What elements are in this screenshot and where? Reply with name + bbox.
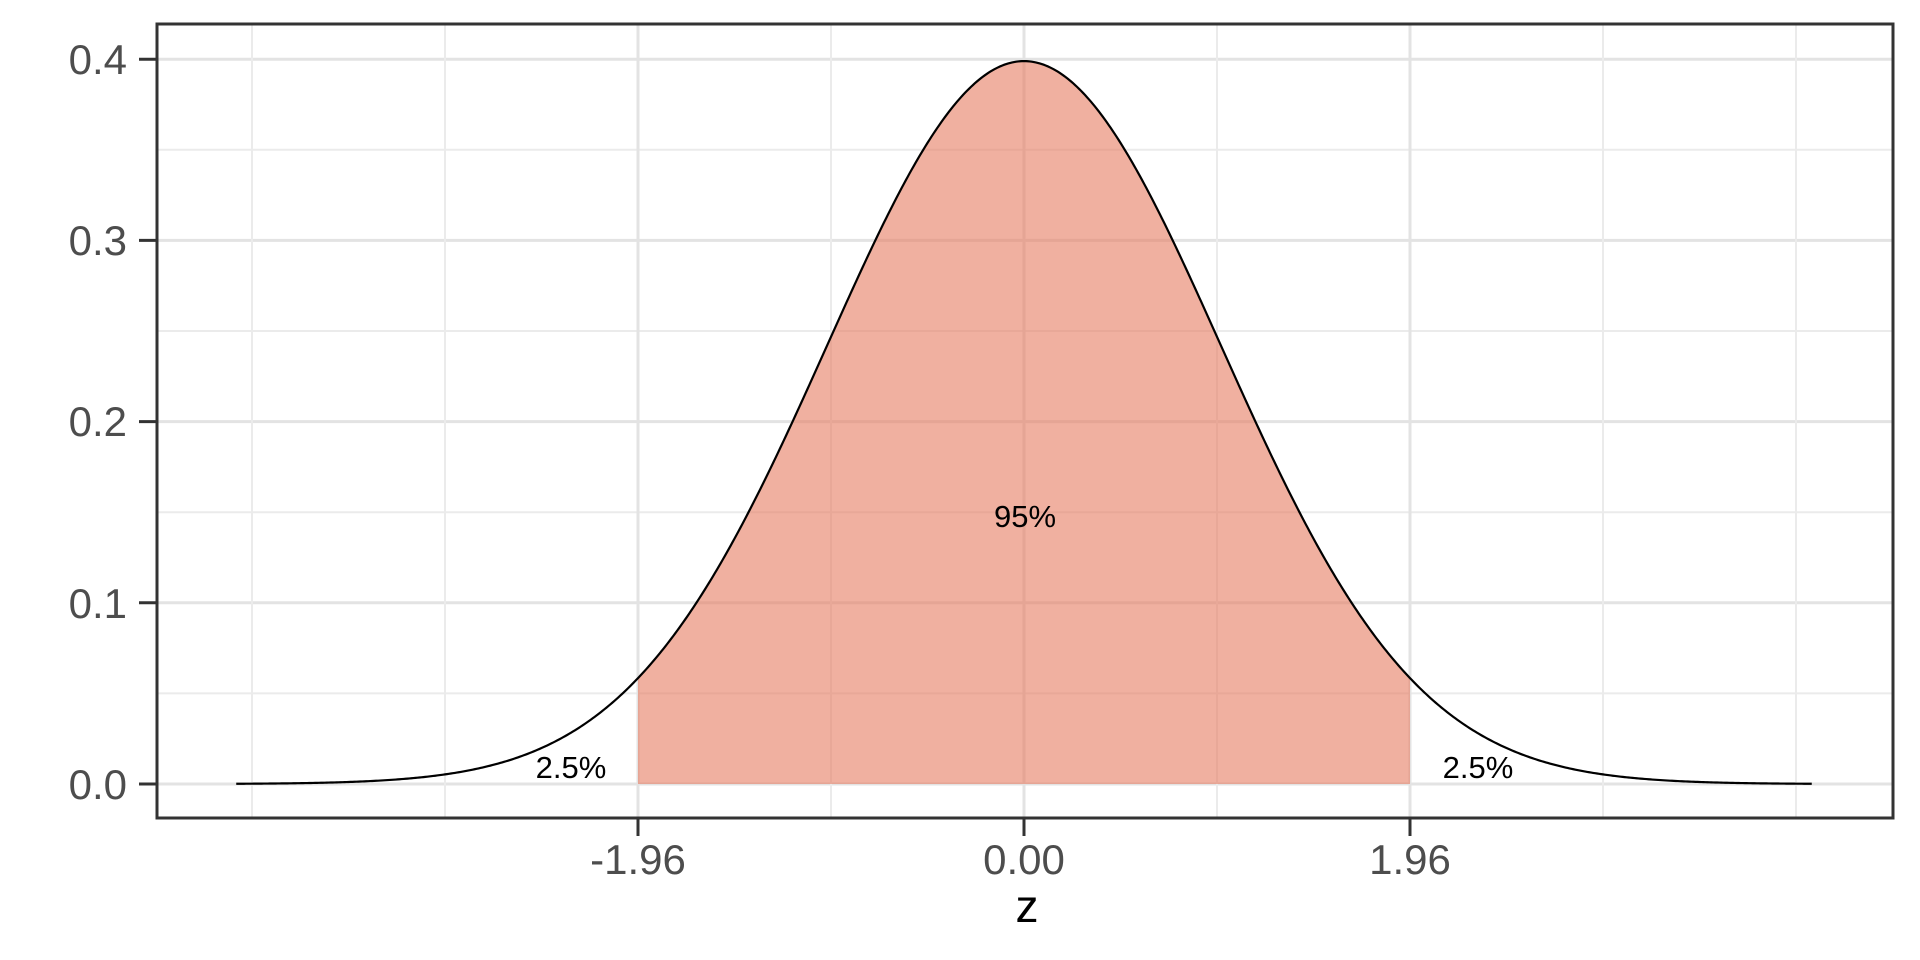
y-tick-label-0.2: 0.2 (69, 398, 127, 445)
y-tick-label-0.3: 0.3 (69, 217, 127, 264)
x-tick-label-neg-1.96: -1.96 (590, 836, 686, 883)
left-tail-2.5-percent-label: 2.5% (536, 750, 607, 785)
x-axis-title: z (1016, 880, 1039, 932)
y-tick-label-0.4: 0.4 (69, 36, 127, 83)
y-tick-label-0.0: 0.0 (69, 761, 127, 808)
density-curve (236, 60, 1812, 785)
y-tick-label-0.1: 0.1 (69, 580, 127, 627)
right-tail-2.5-percent-label: 2.5% (1443, 750, 1514, 785)
x-tick-label-1.96: 1.96 (1369, 836, 1451, 883)
axis-tick-marks (139, 57, 1412, 836)
shaded-95-percent-area (638, 61, 1410, 785)
center-95-percent-label: 95% (994, 499, 1056, 534)
x-tick-label-0.00: 0.00 (983, 836, 1065, 883)
